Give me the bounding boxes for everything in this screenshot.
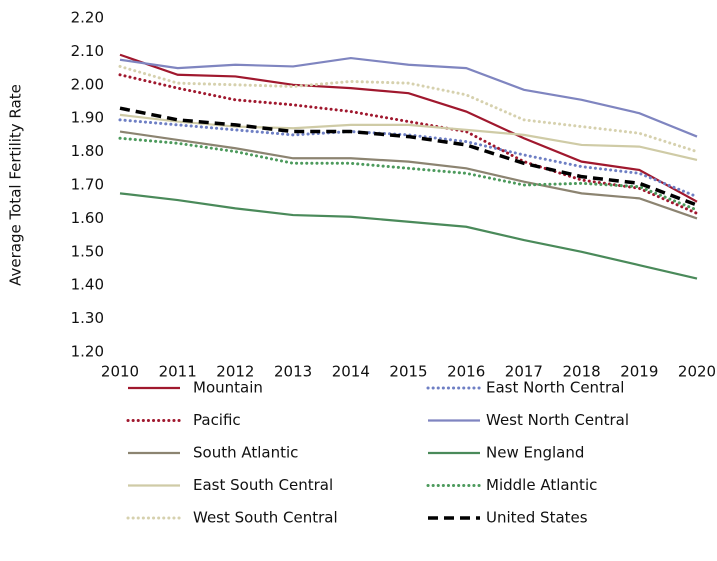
x-tick-label: 2011: [159, 363, 197, 381]
y-tick-label: 1.80: [71, 142, 104, 160]
series-line: [119, 130, 698, 220]
legend-label: West North Central: [486, 411, 629, 429]
x-tick-label: 2018: [563, 363, 601, 381]
legend-label: East South Central: [193, 476, 333, 494]
x-tick-label: 2020: [678, 363, 716, 381]
y-tick-label: 1.30: [71, 309, 104, 327]
series-line: [118, 64, 699, 154]
y-tick-label: 1.50: [71, 242, 104, 260]
legend-label: Mountain: [193, 379, 263, 397]
x-tick-label: 2019: [620, 363, 658, 381]
y-axis-label: Average Total Fertility Rate: [7, 84, 25, 286]
y-tick-label: 1.40: [71, 276, 104, 294]
y-tick-label: 1.60: [71, 209, 104, 227]
x-tick-label: 2017: [505, 363, 543, 381]
legend-label: Pacific: [193, 411, 241, 429]
legend-label: Middle Atlantic: [486, 476, 597, 494]
x-tick-label: 2016: [447, 363, 485, 381]
y-tick-label: 2.10: [71, 42, 104, 60]
legend-label: United States: [486, 509, 588, 527]
y-tick-label: 2.20: [71, 9, 104, 27]
series-line: [119, 106, 698, 207]
legend-label: New England: [486, 444, 584, 462]
y-tick-label: 1.20: [71, 343, 104, 361]
series-line: [119, 53, 698, 203]
series-line: [119, 192, 698, 280]
legend-label: South Atlantic: [193, 444, 298, 462]
y-tick-label: 1.70: [71, 176, 104, 194]
series-line: [118, 136, 699, 212]
x-tick-label: 2013: [274, 363, 312, 381]
x-tick-label: 2014: [332, 363, 370, 381]
legend-label: East North Central: [486, 379, 624, 397]
x-tick-label: 2010: [101, 363, 139, 381]
series-line: [119, 56, 698, 138]
x-tick-label: 2015: [389, 363, 427, 381]
series-line: [118, 73, 699, 215]
legend-label: West South Central: [193, 509, 338, 527]
x-tick-label: 2012: [216, 363, 254, 381]
y-tick-label: 1.90: [71, 109, 104, 127]
y-tick-label: 2.00: [71, 75, 104, 93]
